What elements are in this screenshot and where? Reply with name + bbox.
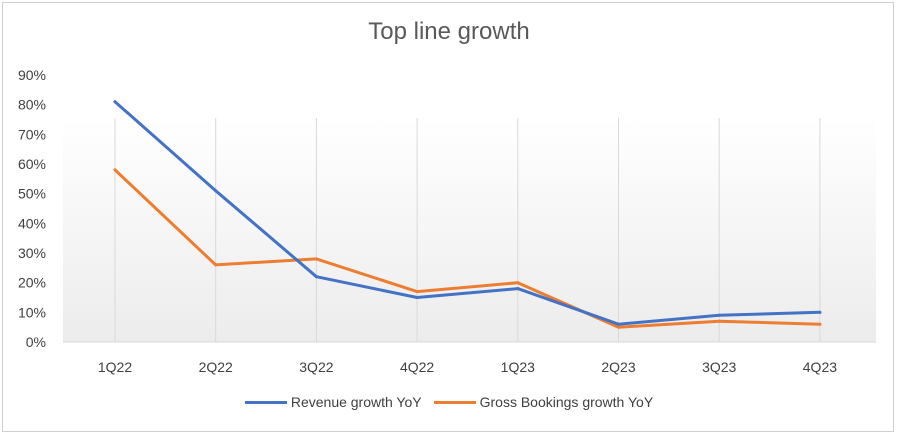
x-tick-label: 3Q22: [299, 359, 333, 375]
legend: Revenue growth YoY Gross Bookings growth…: [0, 394, 898, 410]
gross-bookings-point-2q23: [617, 325, 620, 329]
y-tick-label: 30%: [18, 245, 46, 261]
chart-title: Top line growth: [368, 18, 530, 45]
revenue-point-2q23: [617, 322, 620, 326]
y-tick-label: 60%: [18, 156, 46, 172]
revenue-point-3q23: [717, 313, 721, 317]
gross-bookings-point-4q22: [415, 290, 419, 294]
x-tick-label: 1Q22: [98, 359, 132, 375]
y-tick-label: 90%: [18, 67, 46, 83]
x-tick-label: 4Q23: [803, 359, 837, 375]
x-tick-label: 2Q22: [199, 359, 233, 375]
series-line-gross-bookings: [113, 168, 822, 329]
gross-bookings-point-3q22: [314, 257, 318, 261]
y-tick-label: 10%: [18, 304, 46, 320]
gross-bookings-point-1q22: [113, 168, 117, 172]
gross-bookings-point-1q23: [516, 281, 520, 285]
revenue-point-1q23: [516, 287, 520, 291]
legend-swatch-gross-bookings: [433, 400, 476, 404]
revenue-point-4q22: [415, 296, 419, 299]
x-tick-label: 2Q23: [601, 359, 635, 375]
revenue-point-2q22: [214, 189, 218, 193]
y-tick-label: 0%: [26, 334, 46, 350]
series-line-revenue: [113, 100, 822, 326]
gross-bookings-point-3q23: [717, 319, 721, 323]
y-tick-label: 40%: [18, 215, 46, 231]
legend-item-gross-bookings: Gross Bookings growth YoY: [433, 394, 654, 410]
y-tick-label: 70%: [18, 126, 46, 142]
legend-label-revenue: Revenue growth YoY: [290, 394, 422, 410]
plot-background: [63, 118, 876, 342]
x-tick-label: 4Q22: [400, 359, 434, 375]
y-tick-label: 20%: [18, 275, 46, 291]
revenue-point-3q22: [314, 275, 318, 279]
revenue-point-1q22: [113, 100, 117, 104]
legend-item-revenue: Revenue growth YoY: [244, 394, 422, 410]
x-tick-label: 1Q23: [501, 359, 535, 375]
gross-bookings-point-2q22: [214, 263, 218, 267]
revenue-point-4q23: [818, 310, 822, 314]
x-tick-label: 3Q23: [702, 359, 736, 375]
legend-swatch-revenue: [244, 400, 287, 404]
y-tick-label: 50%: [18, 186, 46, 202]
legend-label-gross-bookings: Gross Bookings growth YoY: [479, 394, 654, 410]
y-tick-label: 80%: [18, 97, 46, 113]
gross-bookings-point-4q23: [818, 322, 822, 326]
